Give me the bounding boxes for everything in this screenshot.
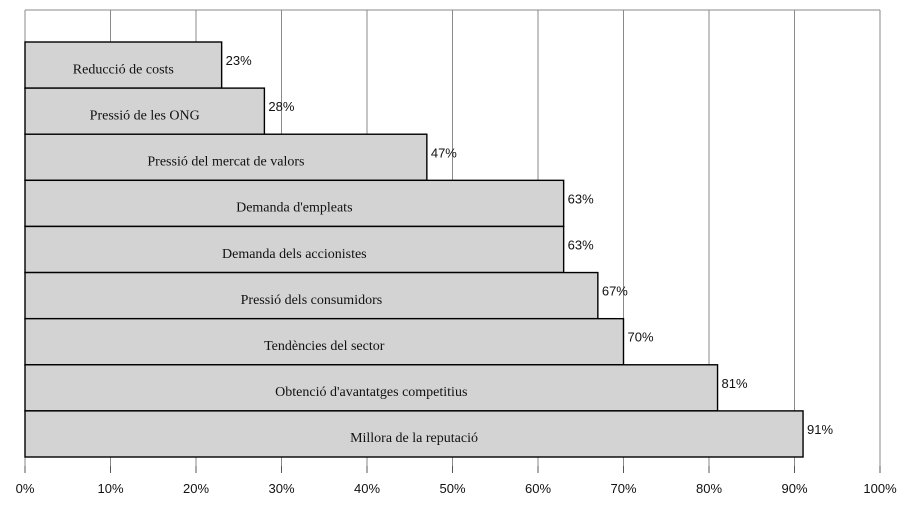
x-tick-label: 0% [16, 481, 35, 496]
bars: Reducció de costs Pressió de les ONG Press… [24, 41, 834, 458]
category-label: Tendències del sector [264, 339, 385, 354]
x-tick-label: 20% [183, 481, 209, 496]
category-label: Pressió dels consumidors [241, 293, 383, 308]
x-tick-label: 100% [863, 481, 897, 496]
bar [24, 364, 719, 412]
category-label: Demanda dels accionistes [222, 247, 367, 262]
category-label: Pressió del mercat de valors [147, 155, 304, 170]
value-label: 47% [431, 145, 457, 160]
x-tick-label: 10% [97, 481, 123, 496]
x-axis-ticks: 0% 10% 20% 30% 40% 50% 60% 70% 80% 90% 100% [16, 466, 897, 496]
bar [24, 41, 223, 89]
x-tick-label: 50% [439, 481, 465, 496]
x-tick-label: 90% [781, 481, 807, 496]
bar [24, 317, 625, 366]
category-label: Demanda d'empleats [236, 201, 352, 216]
value-label: 81% [722, 376, 748, 391]
value-label: 70% [628, 330, 654, 345]
x-tick-label: 80% [696, 481, 722, 496]
x-tick-label: 40% [354, 481, 380, 496]
value-label: 28% [268, 99, 294, 114]
x-tick-label: 60% [525, 481, 551, 496]
bar [24, 133, 428, 182]
category-label: Pressió de les ONG [90, 108, 200, 123]
bar [24, 410, 804, 458]
category-label: Obtenció d'avantatges competitius [275, 385, 467, 400]
value-label: 91% [807, 422, 833, 437]
value-label: 63% [568, 238, 594, 253]
value-label: 63% [568, 191, 594, 206]
x-tick-label: 30% [268, 481, 294, 496]
x-tick-label: 70% [610, 481, 636, 496]
value-label: 23% [226, 53, 252, 68]
value-label: 67% [602, 284, 628, 299]
category-label: Millora de la reputació [350, 431, 478, 446]
category-label: Reducció de costs [73, 62, 174, 77]
bar [24, 225, 565, 274]
